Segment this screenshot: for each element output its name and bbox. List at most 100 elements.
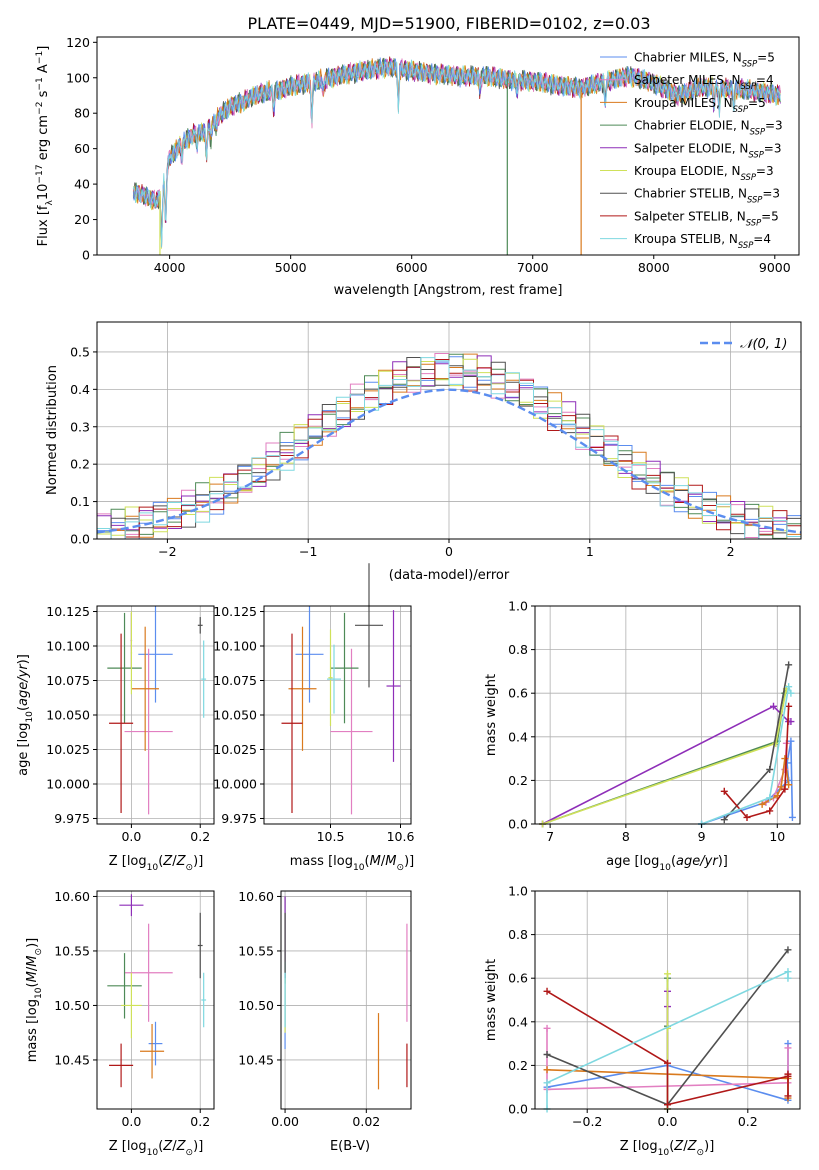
y-axis-label: Flux [fλ10−17 erg cm−2 s−1 A−1] <box>35 46 55 247</box>
y-tick-label: 10.025 <box>46 742 90 757</box>
label-part: Kroupa STELIB, N <box>634 232 738 246</box>
weight-marker <box>787 737 795 745</box>
label-part: ( <box>671 854 676 869</box>
weight-marker <box>772 739 780 747</box>
y-tick-label: 60 <box>74 141 90 156</box>
y-tick-label: 10.125 <box>46 604 90 619</box>
weight-marker <box>785 781 793 789</box>
y-tick-label: 10.100 <box>213 639 257 654</box>
y-tick-label: 10.50 <box>54 998 90 1013</box>
label-part: Chabrier MILES, N <box>634 51 742 65</box>
label-part: Z <box>162 854 173 869</box>
weight-marker <box>766 794 774 802</box>
legend-label: Kroupa STELIB, NSSP=4 <box>634 232 771 250</box>
label-part: Z <box>687 1139 698 1154</box>
label-part: −2 <box>35 102 45 115</box>
label-part: ] <box>36 46 51 51</box>
label-part: )] <box>404 854 414 869</box>
x-tick-label: 5000 <box>275 260 307 275</box>
label-part: mass [log <box>25 999 40 1062</box>
weight-marker <box>784 946 792 954</box>
x-tick-label: 1 <box>586 544 594 559</box>
axes-frame <box>534 605 801 825</box>
label-part: )] <box>704 1139 714 1154</box>
x-tick-label: 8 <box>622 829 630 844</box>
y-tick-label: 0.3 <box>70 419 90 434</box>
x-tick-label: 6000 <box>396 260 428 275</box>
label-part: )] <box>193 854 203 869</box>
x-axis-label: wavelength [Angstrom, rest frame] <box>334 283 563 298</box>
x-tick-label: −2 <box>158 544 176 559</box>
label-part: 10 <box>25 711 35 723</box>
weight-marker <box>784 1092 792 1100</box>
y-tick-label: 0.0 <box>508 817 528 832</box>
x-axis-label: mass [log10(M/M⊙)] <box>290 854 414 873</box>
label-part: M <box>25 956 40 967</box>
gaussian-curve <box>96 388 802 534</box>
label-part: =3 <box>762 187 780 201</box>
label-part: 10 <box>147 1148 159 1158</box>
label-part: mass [log <box>290 854 353 869</box>
label-part: ( <box>365 854 370 869</box>
y-tick-label: 80 <box>74 106 90 121</box>
label-part: / <box>25 966 40 971</box>
weight-marker <box>766 807 774 815</box>
label-part: 10 <box>353 863 365 873</box>
weight-marker <box>781 755 789 763</box>
x-tick-label: 9000 <box>759 260 791 275</box>
y-tick-label: 0.8 <box>508 927 528 942</box>
axes-spectrum: 4000 5000 6000 7000 8000 9000 0 20 40 60 80 100 120 w… <box>35 35 800 298</box>
label-part: 10 <box>34 987 44 999</box>
label-part: ⊙ <box>34 948 44 956</box>
weight-marker <box>543 1051 551 1058</box>
label-part: s <box>36 90 51 101</box>
weight-marker <box>777 783 785 791</box>
weight-marker <box>743 813 751 821</box>
x-tick-label: 0.2 <box>190 829 210 844</box>
y-tick-label: 9.975 <box>221 811 257 826</box>
y-tick-label: 10.50 <box>238 998 274 1013</box>
label-part: −1 <box>35 51 45 64</box>
x-tick-label: 0.0 <box>121 1114 141 1129</box>
label-part: λ <box>45 200 55 206</box>
y-axis-label: mass [log10(M/M⊙)] <box>25 938 44 1062</box>
weight-line <box>546 990 789 1106</box>
x-tick-label: 9 <box>698 829 706 844</box>
y-tick-label: 10.000 <box>46 776 90 791</box>
label-part: =5 <box>757 51 775 65</box>
label-part: A <box>36 64 51 77</box>
axes-weight-vs-Z: −0.2 0.0 0.20.00.20.40.60.81.0Z [log10(Z/Z… <box>484 884 801 1158</box>
label-part: ( <box>669 1139 674 1154</box>
legend-label: 𝒩(0, 1) <box>740 337 787 352</box>
label-part: )] <box>25 938 40 948</box>
legend-label: Salpeter MILES, NSSP=4 <box>634 73 774 91</box>
x-tick-label: 0.02 <box>352 1114 380 1129</box>
label-part: SSP <box>741 172 757 182</box>
y-tick-label: 10.60 <box>54 889 90 904</box>
x-tick-label: 0.0 <box>121 829 141 844</box>
spectrum-line <box>132 57 781 241</box>
x-tick-label: 10.6 <box>387 829 415 844</box>
label-part: / <box>683 1139 688 1154</box>
label-part: Z [log <box>109 854 147 869</box>
y-tick-label: 10.125 <box>213 604 257 619</box>
legend-label: Chabrier MILES, NSSP=5 <box>634 51 775 69</box>
label-part: −17 <box>35 164 45 183</box>
label-part: Z [log <box>109 1139 147 1154</box>
label-part: 10 <box>147 863 159 873</box>
x-tick-label: 0.2 <box>738 1114 758 1129</box>
label-part: SSP <box>746 217 762 227</box>
label-part: SSP <box>742 59 758 69</box>
weight-line <box>701 683 792 825</box>
spectrum-line <box>132 59 781 248</box>
y-tick-label: 0.2 <box>508 1058 528 1073</box>
weight-marker <box>758 800 766 808</box>
y-tick-label: 0.2 <box>70 457 90 472</box>
label-part: =4 <box>756 73 774 87</box>
y-tick-label: 10.075 <box>213 673 257 688</box>
weight-marker <box>785 661 793 669</box>
x-tick-label: 8000 <box>638 260 670 275</box>
y-tick-label: 0.5 <box>70 344 90 359</box>
